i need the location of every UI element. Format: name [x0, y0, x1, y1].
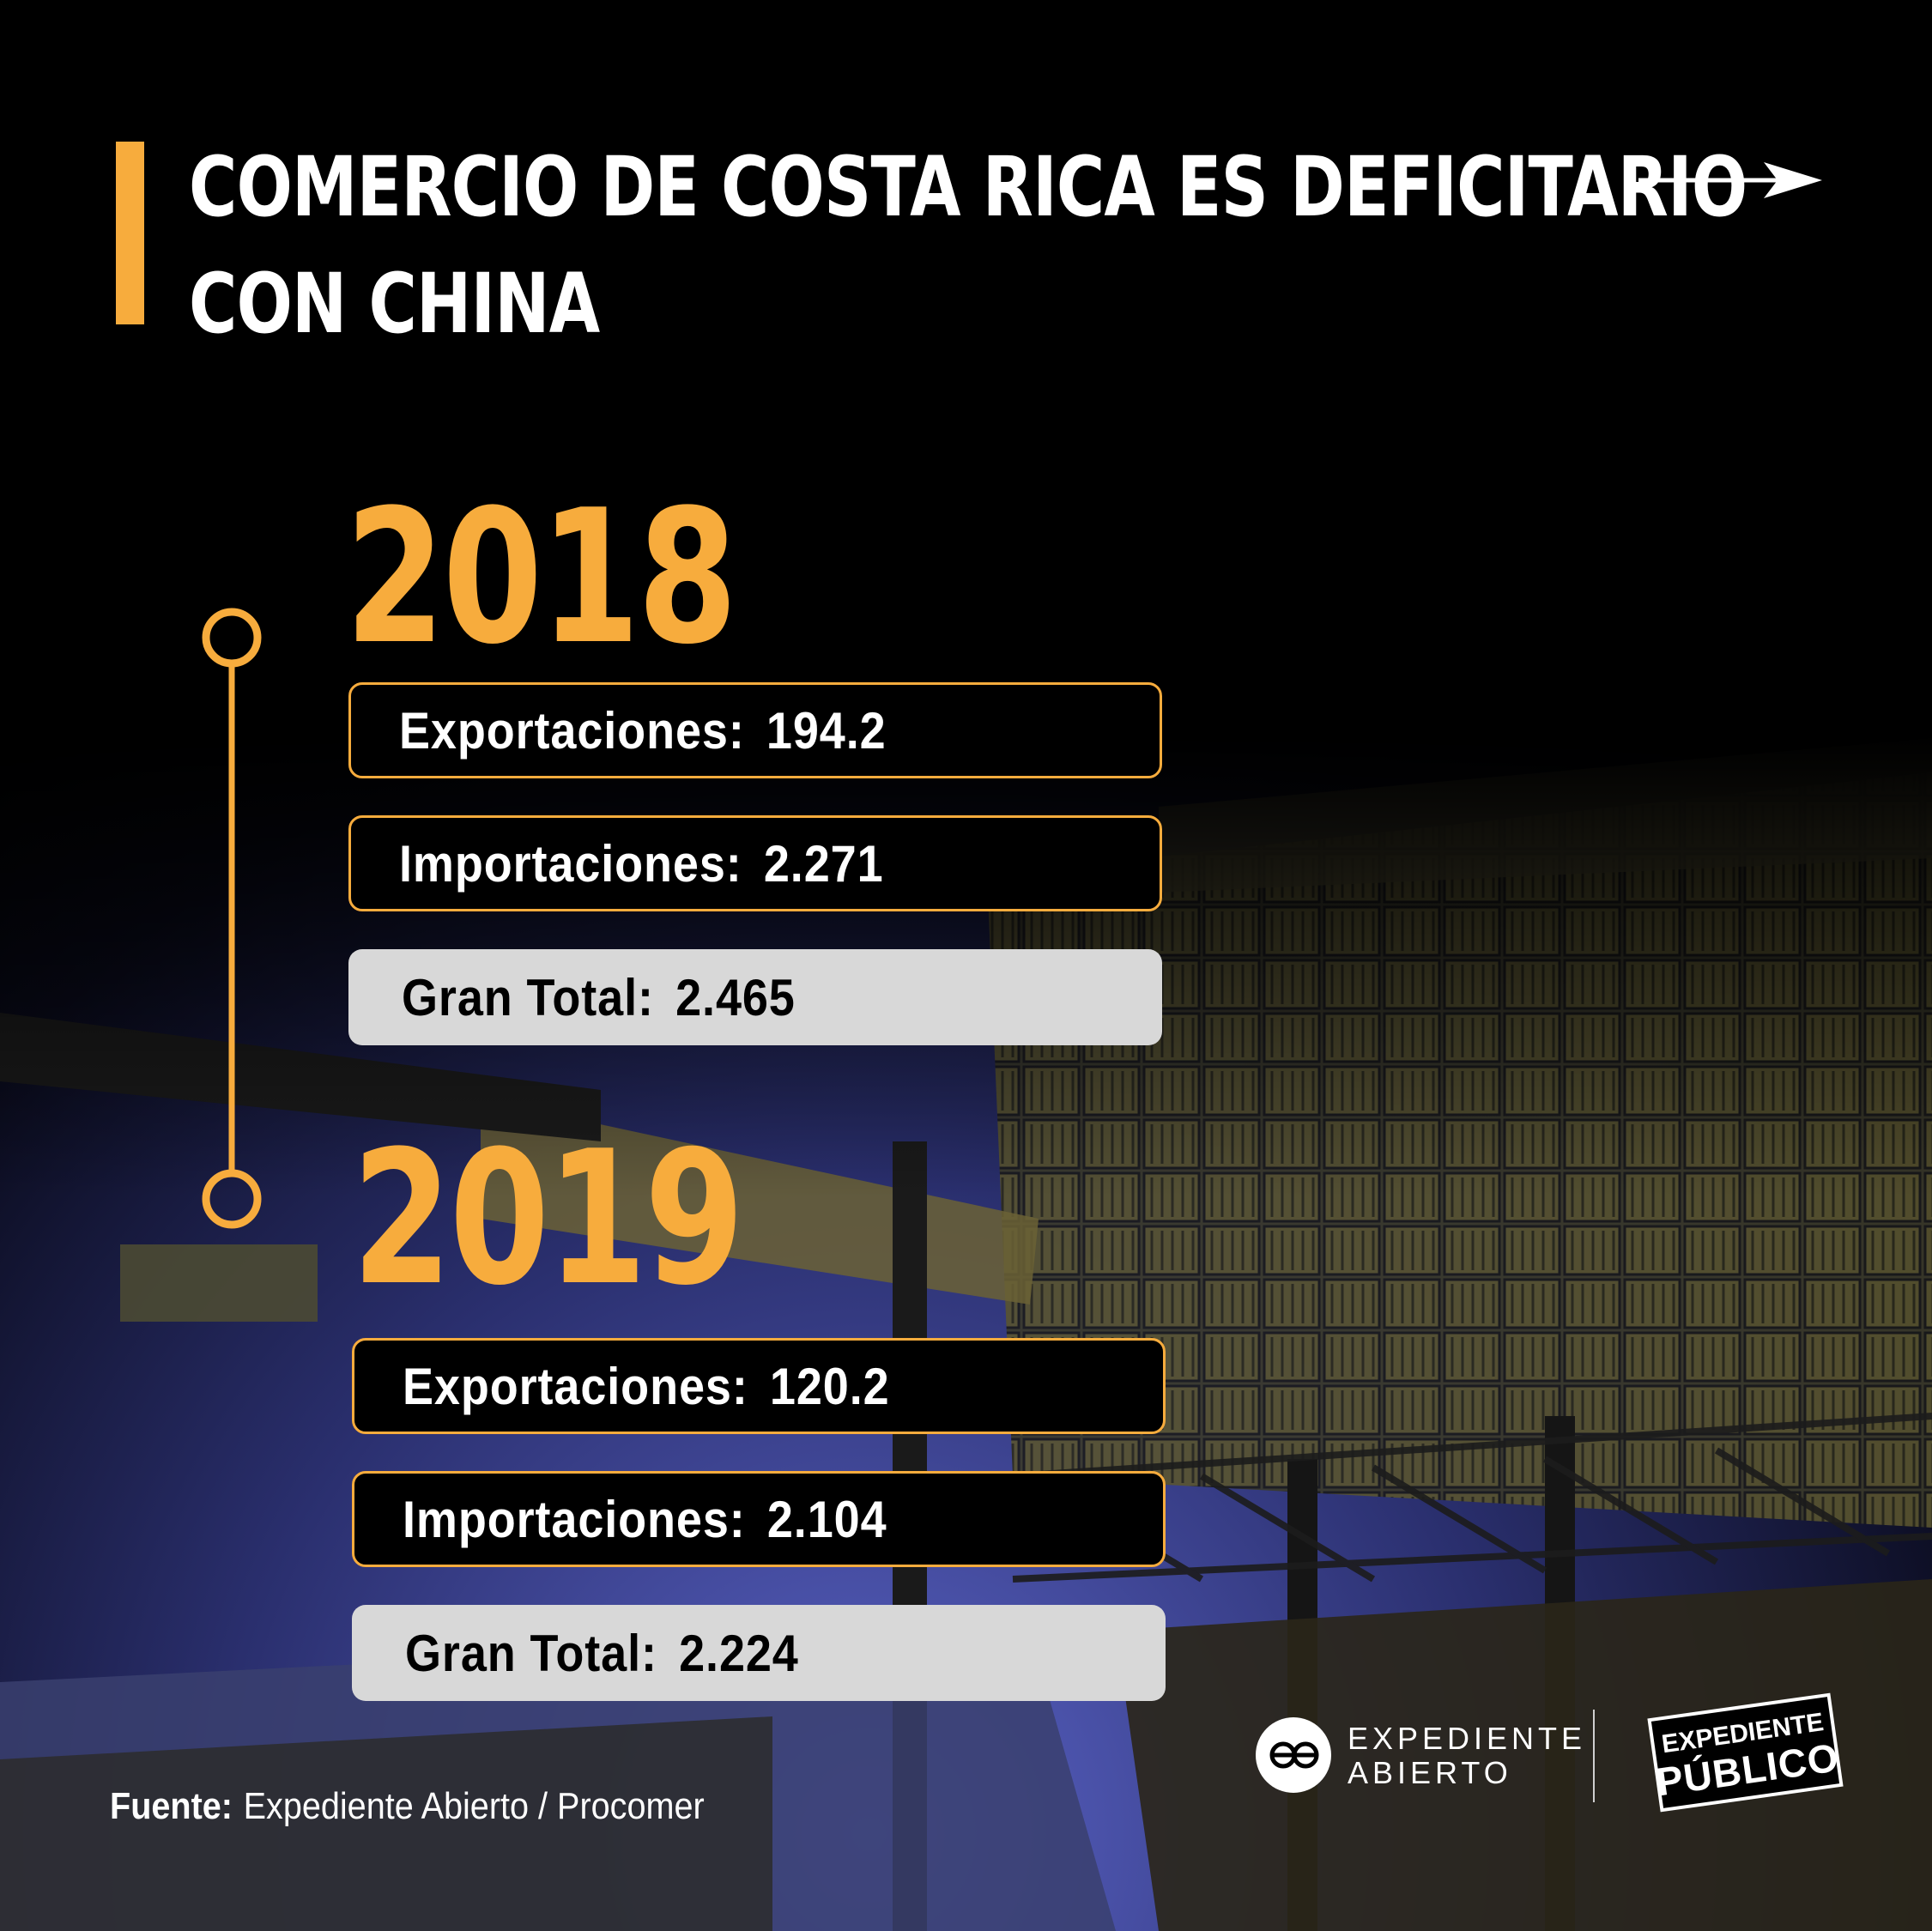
source-note: Fuente: Expediente Abierto / Procomer: [110, 1785, 705, 1828]
imports-value: 2.104: [766, 1490, 887, 1548]
logo-divider: [1593, 1710, 1595, 1802]
expediente-abierto-logo-line2: ABIERTO: [1348, 1755, 1512, 1790]
imports-box-2018: Importaciones: 2.271: [348, 815, 1162, 911]
source-text: Expediente Abierto / Procomer: [243, 1785, 705, 1827]
imports-value: 2.271: [763, 834, 884, 893]
total-value: 2.224: [679, 1624, 799, 1682]
exports-label: Exportaciones:: [399, 701, 745, 760]
arrow-right-icon: [1638, 162, 1822, 198]
total-label: Gran Total:: [402, 968, 654, 1026]
timeline-circle-icon: [202, 608, 262, 668]
year-heading-2019: 2019: [352, 1111, 744, 1326]
exports-value: 194.2: [766, 701, 887, 760]
timeline: [202, 608, 262, 1229]
imports-label: Importaciones:: [403, 1490, 746, 1548]
expediente-abierto-logo-line1: EXPEDIENTE: [1348, 1721, 1587, 1756]
title-line-2: CON CHINA: [189, 256, 600, 352]
exports-box-2018: Exportaciones: 194.2: [348, 682, 1162, 778]
total-box-2019: Gran Total: 2.224: [352, 1605, 1166, 1701]
exports-box-2019: Exportaciones: 120.2: [352, 1338, 1166, 1434]
exports-label: Exportaciones:: [403, 1357, 748, 1415]
source-label: Fuente:: [110, 1785, 233, 1827]
exports-value: 120.2: [769, 1357, 890, 1415]
imports-box-2019: Importaciones: 2.104: [352, 1471, 1166, 1567]
expediente-abierto-logo: EXPEDIENTE ABIERTO: [1255, 1716, 1582, 1794]
total-value: 2.465: [675, 968, 796, 1026]
imports-label: Importaciones:: [399, 834, 742, 893]
title-accent-bar: [116, 142, 144, 324]
timeline-circle-icon: [202, 1169, 262, 1229]
year-heading-2018: 2018: [345, 469, 737, 685]
total-label: Gran Total:: [405, 1624, 657, 1682]
total-box-2018: Gran Total: 2.465: [348, 949, 1162, 1045]
title-line-1: COMERCIO DE COSTA RICA ES DEFICITARIO: [189, 139, 1747, 235]
expediente-abierto-logo-icon: [1256, 1717, 1331, 1793]
page-title: COMERCIO DE COSTA RICA ES DEFICITARIO CO…: [189, 129, 1747, 362]
